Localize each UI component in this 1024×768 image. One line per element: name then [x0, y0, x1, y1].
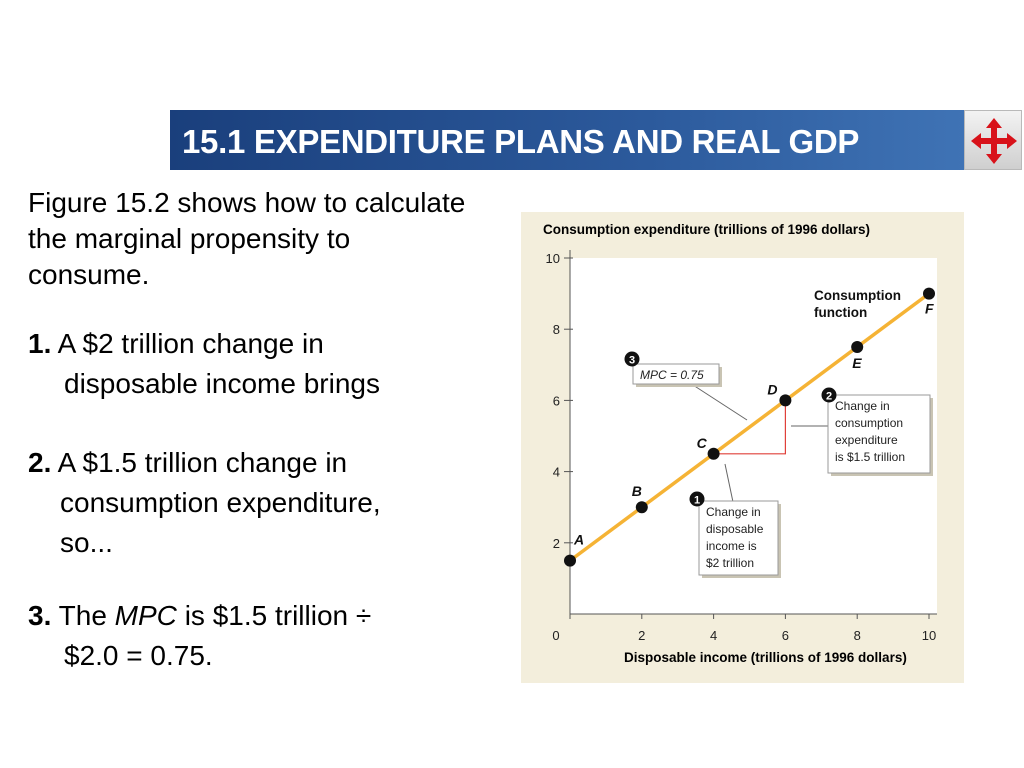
- title-banner: 15.1 EXPENDITURE PLANS AND REAL GDP: [170, 110, 965, 170]
- step-2-number: 2.: [28, 447, 52, 478]
- point-label-b: B: [632, 483, 642, 499]
- step-1-line1: A $2 trillion change in: [57, 328, 324, 359]
- y-tick-label-10: 10: [546, 251, 560, 266]
- point-label-c: C: [697, 435, 708, 451]
- step-2-line2: consumption expenditure,: [60, 487, 381, 518]
- point-label-f: F: [925, 301, 934, 317]
- annotation-expenditure-change-line-4: is $1.5 trillion: [835, 450, 905, 464]
- y-axis-label: Consumption expenditure (trillions of 19…: [543, 222, 871, 237]
- marker-2-number: 2: [826, 391, 832, 403]
- marker-3-circle: [624, 351, 640, 367]
- intro-paragraph: Figure 15.2 shows how to calculate the m…: [28, 187, 466, 290]
- annotation-expenditure-change-line-1: Change in: [835, 399, 890, 413]
- annotation-income-change: Change in disposable income is $2 trillion: [698, 500, 781, 578]
- annotation-income-change-box: [698, 500, 779, 576]
- x-axis-label: Disposable income (trillions of 1996 dol…: [624, 650, 907, 665]
- step-3-line1-rest: is $1.5 trillion ÷: [184, 600, 372, 631]
- marker-1-number: 1: [694, 495, 700, 507]
- consumption-function-line: [568, 292, 931, 563]
- annotation-mpc-line-1: MPC = 0.75: [640, 368, 704, 382]
- intro-text-block: Figure 15.2 shows how to calculate the m…: [28, 185, 468, 293]
- step-3-mpc: MPC: [114, 600, 177, 631]
- step-2-line1: A $1.5 trillion change in: [57, 447, 348, 478]
- annotation-income-change-line-4: $2 trillion: [706, 556, 754, 570]
- annotation-expenditure-change: Change in consumption expenditure is $1.5 t…: [827, 394, 933, 476]
- line-label-1: Consumption: [814, 288, 901, 303]
- income-leader-line: [724, 463, 734, 503]
- x-tick-label-6: 6: [782, 628, 789, 643]
- page-title: 15.1 EXPENDITURE PLANS AND REAL GDP: [182, 123, 860, 160]
- step-3-line2: $2.0 = 0.75.: [64, 640, 213, 671]
- slope-triangle: [713, 400, 786, 455]
- marker-2-circle: [821, 387, 837, 403]
- y-tick-label-6: 6: [553, 393, 560, 408]
- step-3: 3. The MPC is $1.5 trillion ÷ $2.0 = 0.7…: [28, 596, 371, 676]
- x-tick-label-8: 8: [854, 628, 861, 643]
- marker-2: 2: [821, 387, 837, 403]
- y-tick-label-2: 2: [553, 536, 560, 551]
- y-tick-label-4: 4: [553, 465, 560, 480]
- point-label-e: E: [852, 355, 862, 371]
- point-e: [851, 341, 864, 353]
- point-b: [635, 501, 648, 514]
- point-a: [564, 554, 576, 567]
- step-3-number: 3.: [28, 600, 52, 631]
- step-1-number: 1.: [28, 328, 52, 359]
- mpc-leader-line: [692, 384, 748, 421]
- step-1: 1. A $2 trillion change in disposable in…: [28, 324, 380, 404]
- marker-3-number: 3: [629, 355, 635, 367]
- annotation-mpc: MPC = 0.75: [632, 363, 722, 387]
- line-label-2: function: [814, 305, 867, 320]
- annotation-expenditure-change-line-3: expenditure: [835, 433, 898, 447]
- annotation-expenditure-change-box: [827, 394, 931, 474]
- annotation-mpc-box: [632, 363, 720, 385]
- x-tick-label-10: 10: [922, 628, 936, 643]
- consumption-chart: 2 4 6 8 10 0 2 4 6 8 10 MPC = 0.75 Change in consumpt…: [546, 250, 937, 643]
- annotation-income-change-line-1: Change in: [706, 505, 761, 519]
- marker-3: 3: [624, 351, 640, 367]
- point-label-d: D: [767, 381, 777, 397]
- four-arrows-navigation-icon: [971, 118, 1017, 164]
- point-d: [779, 394, 792, 407]
- y-tick-label-8: 8: [553, 322, 560, 337]
- annotation-income-change-line-2: disposable: [706, 522, 764, 536]
- step-2: 2. A $1.5 trillion change in consumption…: [28, 443, 381, 563]
- marker-1-circle: [689, 491, 705, 507]
- x-tick-label-0: 0: [552, 628, 559, 643]
- annotation-expenditure-change-line-2: consumption: [835, 416, 903, 430]
- step-2-line3: so...: [60, 527, 113, 558]
- point-label-a: A: [573, 532, 584, 548]
- x-tick-label-2: 2: [638, 628, 645, 643]
- consumption-function-figure: Consumption expenditure (trillions of 19…: [521, 212, 964, 683]
- step-3-prefix: The: [58, 600, 107, 631]
- point-c: [707, 447, 720, 460]
- point-f: [923, 287, 935, 300]
- step-1-line2: disposable income brings: [64, 368, 380, 399]
- x-tick-label-4: 4: [710, 628, 717, 643]
- annotation-income-change-line-3: income is: [706, 539, 757, 553]
- navigation-button[interactable]: [964, 110, 1022, 170]
- marker-1: 1: [689, 491, 705, 507]
